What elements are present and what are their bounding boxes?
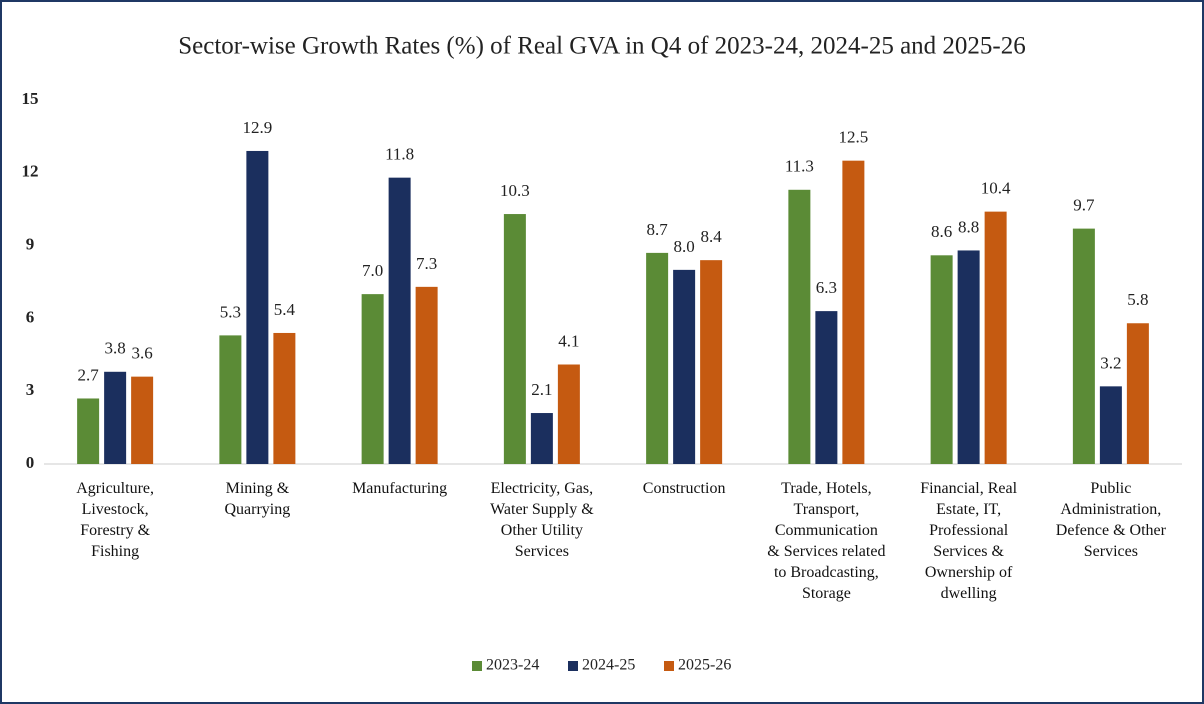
data-label: 12.5 [839, 128, 869, 147]
bar [273, 332, 296, 464]
legend-swatch [664, 661, 674, 671]
bar [104, 371, 127, 464]
bar [957, 250, 980, 464]
chart-title: Sector-wise Growth Rates (%) of Real GVA… [178, 33, 1026, 60]
bar [930, 255, 953, 464]
y-tick-label: 12 [22, 162, 39, 181]
bar [788, 189, 811, 464]
x-tick-label: Public Administration, Defence & Other S… [1055, 480, 1166, 560]
data-label: 8.6 [931, 222, 952, 241]
bar [984, 211, 1007, 464]
bar [246, 150, 269, 464]
legend-label: 2023-24 [486, 657, 539, 674]
y-tick-label: 15 [22, 89, 39, 108]
bar [646, 252, 669, 464]
bar [503, 214, 526, 464]
bar [415, 286, 438, 464]
bar [361, 294, 384, 464]
data-label: 5.8 [1127, 290, 1148, 309]
data-label: 7.0 [362, 261, 383, 280]
bar [815, 311, 838, 464]
legend-swatch [568, 661, 578, 671]
bar [673, 269, 696, 464]
bar [530, 413, 553, 464]
y-tick-label: 0 [26, 453, 35, 472]
data-label: 8.8 [958, 217, 979, 236]
legend-label: 2025-26 [678, 657, 731, 674]
data-label: 11.8 [385, 145, 414, 164]
data-label: 8.0 [674, 237, 695, 256]
data-label: 2.7 [78, 365, 100, 384]
bar [131, 376, 154, 464]
data-label: 2.1 [531, 380, 552, 399]
data-label: 9.7 [1073, 196, 1095, 215]
y-tick-label: 9 [26, 235, 35, 254]
y-tick-label: 3 [26, 380, 35, 399]
y-tick-label: 6 [26, 307, 35, 326]
x-tick-label: Trade, Hotels, Transport, Communication … [767, 480, 886, 602]
data-label: 3.6 [132, 344, 153, 363]
bar [1126, 323, 1149, 464]
data-label: 12.9 [243, 118, 273, 137]
data-label: 3.8 [105, 339, 126, 358]
x-tick-label: Financial, Real Estate, IT, Professional… [920, 480, 1018, 602]
data-label: 8.4 [701, 227, 723, 246]
x-tick-label: Manufacturing [352, 480, 448, 497]
bar [1072, 228, 1095, 464]
x-tick-label: Electricity, Gas, Water Supply & Other U… [490, 480, 594, 560]
bar [1099, 386, 1122, 464]
bar [842, 160, 865, 464]
x-tick-label: Mining & Quarrying [224, 480, 291, 518]
bar [77, 398, 100, 464]
data-label: 3.2 [1100, 353, 1121, 372]
data-label: 4.1 [558, 331, 579, 350]
data-label: 5.3 [220, 302, 241, 321]
legend-swatch [472, 661, 482, 671]
x-tick-label: Agriculture, Livestock, Forestry & Fishi… [76, 480, 154, 560]
data-label: 10.3 [500, 181, 530, 200]
bar [388, 177, 411, 465]
bar [700, 260, 723, 464]
x-tick-label: Construction [642, 480, 726, 497]
data-label: 10.4 [981, 179, 1011, 198]
data-label: 6.3 [816, 278, 837, 297]
legend-label: 2024-25 [582, 657, 635, 674]
bar [219, 335, 242, 464]
data-label: 5.4 [274, 300, 296, 319]
data-label: 8.7 [647, 220, 669, 239]
bar [557, 364, 580, 464]
data-label: 7.3 [416, 254, 437, 273]
data-label: 11.3 [785, 157, 814, 176]
